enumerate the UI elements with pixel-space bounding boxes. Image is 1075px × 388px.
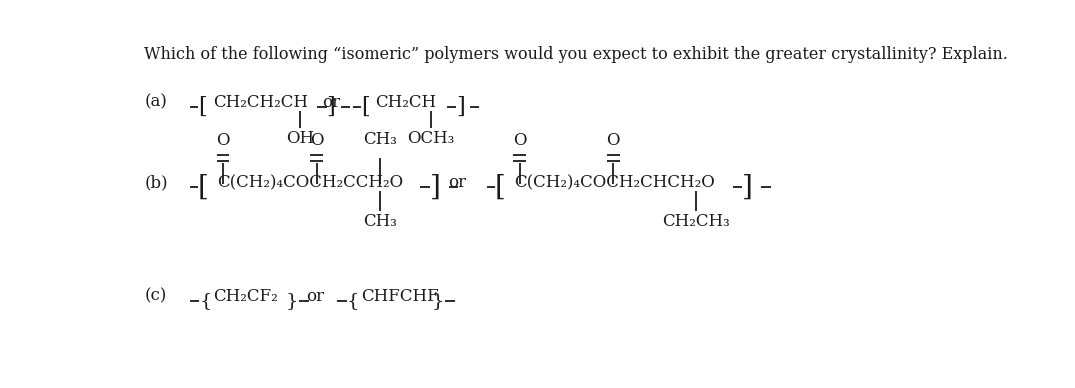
Text: CHFCHF: CHFCHF [361,288,439,305]
Text: }: } [432,292,444,310]
Text: [: [ [494,174,505,201]
Text: {: { [200,292,212,310]
Text: O: O [216,132,229,149]
Text: [: [ [198,174,209,201]
Text: ]: ] [327,95,335,118]
Text: ]: ] [430,174,441,201]
Text: {: { [347,292,359,310]
Text: ]: ] [742,174,752,201]
Text: [: [ [198,95,206,118]
Text: C(CH₂)₄COCH₂CHCH₂O: C(CH₂)₄COCH₂CHCH₂O [514,175,715,191]
Text: CH₃: CH₃ [363,132,397,148]
Text: C(CH₂)₄COCH₂CCH₂O: C(CH₂)₄COCH₂CCH₂O [217,175,403,191]
Text: or: or [321,94,340,111]
Text: (a): (a) [144,94,168,111]
Text: }: } [286,292,298,310]
Text: or: or [448,175,467,191]
Text: CH₃: CH₃ [363,213,397,230]
Text: CH₂CH₂CH: CH₂CH₂CH [213,94,307,111]
Text: CH₂CF₂: CH₂CF₂ [214,288,278,305]
Text: (b): (b) [144,175,168,191]
Text: O: O [606,132,620,149]
Text: O: O [310,132,324,149]
Text: OH: OH [286,130,314,147]
Text: ]: ] [456,95,464,118]
Text: OCH₃: OCH₃ [407,130,455,147]
Text: CH₂CH: CH₂CH [375,94,436,111]
Text: [: [ [361,95,370,118]
Text: Which of the following “isomeric” polymers would you expect to exhibit the great: Which of the following “isomeric” polyme… [144,46,1008,63]
Text: (c): (c) [144,288,167,305]
Text: O: O [513,132,527,149]
Text: CH₂CH₃: CH₂CH₃ [662,213,730,230]
Text: or: or [306,288,325,305]
